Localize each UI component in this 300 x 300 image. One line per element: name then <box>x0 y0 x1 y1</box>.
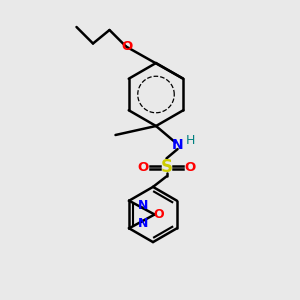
Text: O: O <box>153 208 164 221</box>
Text: H: H <box>186 134 195 147</box>
Text: N: N <box>138 199 148 212</box>
Text: N: N <box>172 138 183 152</box>
Text: O: O <box>138 161 149 174</box>
Text: O: O <box>122 40 133 53</box>
Text: O: O <box>184 161 195 174</box>
Text: S: S <box>160 158 172 176</box>
Text: N: N <box>138 217 148 230</box>
